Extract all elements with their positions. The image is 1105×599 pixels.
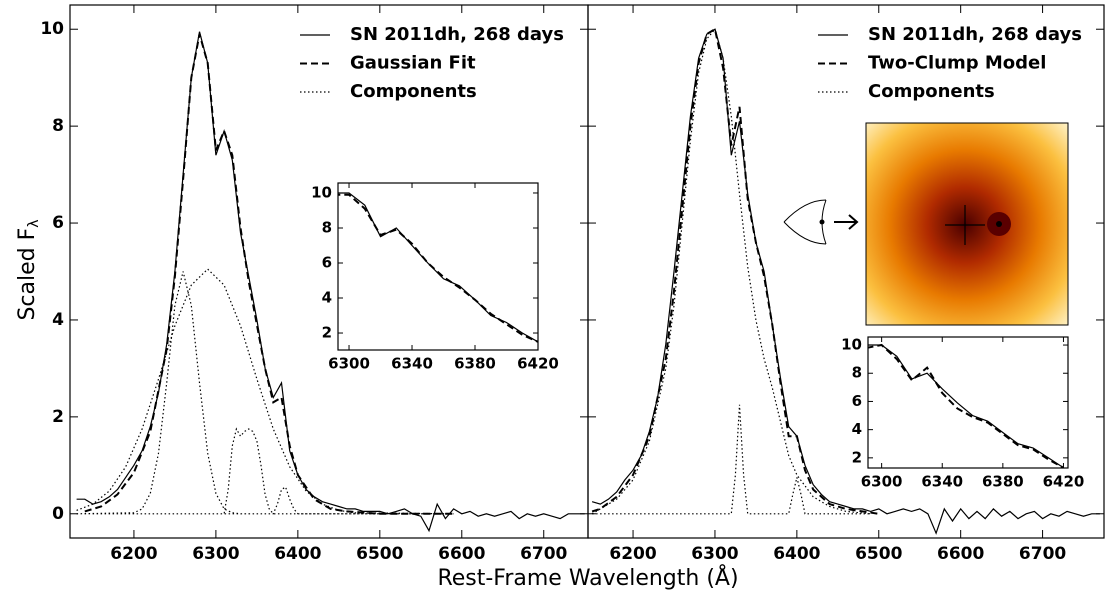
axes-frame: [337, 182, 539, 351]
y-tick-label: 10: [40, 19, 64, 39]
legend-label: Two-Clump Model: [868, 53, 1046, 74]
panel: 6300 6340 6380 6420 2 4 6 8 10: [311, 182, 559, 373]
legend-label: SN 2011dh, 268 days: [350, 24, 564, 45]
x-tick-label: 6400: [274, 544, 321, 564]
y-tick-label: 0: [52, 504, 64, 524]
y-axis-label-sub: λ: [26, 219, 42, 227]
legend-label: Gaussian Fit: [350, 53, 476, 74]
x-tick-label: 6600: [937, 544, 984, 564]
panel: 6200 6300 6400 6500 6600 6700 SN 2011dh, 268 d…: [587, 4, 1105, 564]
series-line: [338, 193, 538, 343]
x-tick-label: 6600: [438, 544, 485, 564]
clump-core: [996, 221, 1002, 227]
series-line: [591, 28, 1100, 535]
arrow: [834, 214, 859, 230]
y-tick-label: 8: [322, 218, 332, 236]
legend-label: Components: [868, 81, 995, 102]
inset-background: [868, 337, 1068, 468]
eye-pupil: [819, 219, 825, 225]
series-line: [338, 192, 538, 343]
y-axis-label: Scaled Fλ: [15, 219, 42, 320]
y-tick-label: 6: [52, 213, 64, 233]
x-tick-label: 6380: [454, 355, 496, 373]
x-tick-label: 6500: [356, 544, 403, 564]
axes-frame: [587, 4, 1105, 539]
x-tick-label: 6420: [1043, 473, 1085, 491]
legend-label: SN 2011dh, 268 days: [868, 24, 1082, 45]
y-tick-label: 2: [52, 407, 64, 427]
y-tick-label: 10: [311, 183, 332, 201]
legend-label: Components: [350, 81, 477, 102]
panel: 6200 6300 6400 6500 6600 6700 0 2 4 6 8 10 SN 2011dh…: [40, 4, 589, 564]
y-tick-label: 8: [52, 116, 64, 136]
x-tick-label: 6200: [110, 544, 157, 564]
y-tick-label: 4: [52, 310, 64, 330]
x-tick-label: 6420: [517, 355, 559, 373]
clump-image: [865, 122, 1069, 326]
x-tick-label: 6200: [609, 544, 656, 564]
x-tick-label: 6300: [328, 355, 370, 373]
y-axis-label-main: Scaled F: [15, 228, 40, 321]
x-tick-label: 6400: [773, 544, 820, 564]
y-tick-label: 4: [852, 420, 862, 438]
x-tick-label: 6300: [861, 473, 903, 491]
series-line: [868, 344, 1064, 468]
y-tick-label: 4: [322, 289, 332, 307]
x-tick-label: 6300: [192, 544, 239, 564]
axes-frame: [867, 336, 1069, 469]
y-tick-label: 10: [841, 336, 862, 354]
series-line: [591, 27, 871, 515]
x-axis-label: Rest-Frame Wavelength (Å): [437, 564, 738, 591]
x-tick-label: 6340: [921, 473, 963, 491]
x-tick-label: 6700: [520, 544, 567, 564]
x-tick-label: 6340: [391, 355, 433, 373]
x-tick-label: 6300: [691, 544, 738, 564]
series-line: [591, 27, 879, 515]
y-tick-label: 6: [322, 253, 332, 271]
x-tick-label: 6380: [982, 473, 1024, 491]
x-tick-label: 6700: [1019, 544, 1066, 564]
y-tick-label: 6: [852, 392, 862, 410]
clump-model-image: [783, 122, 1069, 326]
y-tick-label: 2: [322, 324, 332, 342]
panel: 6300 6340 6380 6420 2 4 6 8 10: [841, 336, 1084, 491]
y-tick-label: 8: [852, 364, 862, 382]
x-tick-label: 6500: [855, 544, 902, 564]
y-tick-label: 2: [852, 448, 862, 466]
series-line: [84, 33, 454, 515]
